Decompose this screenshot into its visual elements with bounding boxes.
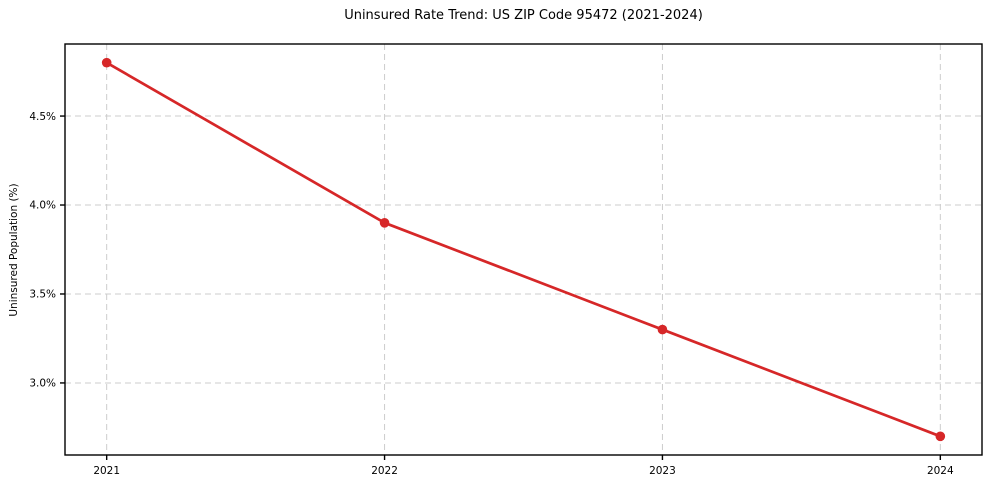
data-point [379, 218, 390, 228]
x-tick-label: 2023 [649, 465, 676, 477]
x-tick-label: 2024 [927, 465, 954, 477]
data-point [657, 324, 668, 335]
x-tick-label: 2022 [371, 465, 398, 477]
x-tick-label: 2021 [93, 465, 120, 477]
data-point [101, 57, 112, 68]
y-tick-label: 4.5% [29, 111, 56, 123]
plot-border [64, 43, 983, 456]
trend-line [105, 61, 942, 438]
data-point [935, 431, 946, 442]
y-tick-label: 4.0% [29, 200, 56, 212]
y-tick-label: 3.5% [29, 289, 56, 301]
y-tick-label: 3.0% [29, 378, 56, 390]
chart-title: Uninsured Rate Trend: US ZIP Code 95472 … [344, 8, 703, 23]
